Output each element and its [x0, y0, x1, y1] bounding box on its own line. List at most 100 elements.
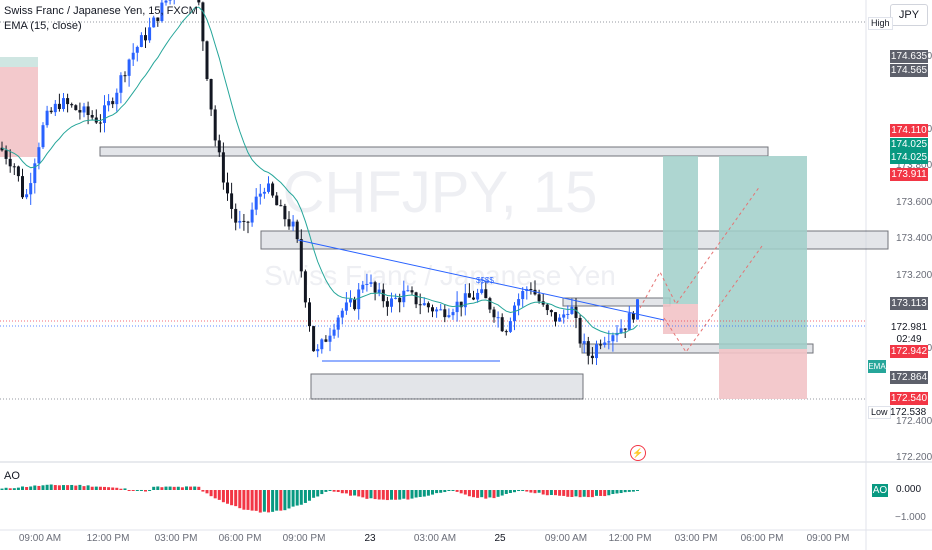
candle-body [570, 306, 574, 314]
ao-bar [172, 486, 176, 490]
candle-body [53, 103, 57, 113]
ao-bar [324, 490, 328, 492]
ao-bar [8, 488, 12, 490]
candle-body [381, 289, 385, 302]
ao-bar [578, 490, 582, 498]
ao-bar [353, 490, 357, 496]
candle-body [107, 101, 111, 106]
candle-body [636, 299, 639, 320]
projection-path-2 [663, 245, 763, 353]
candle-body [217, 140, 221, 153]
ao-bar [160, 487, 164, 490]
ao-bar [476, 490, 480, 498]
candle-body [209, 79, 213, 110]
ao-bar [213, 490, 217, 499]
currency-button[interactable]: JPY [890, 4, 928, 26]
price-tick: 173.800 [896, 160, 932, 171]
candle-body [340, 310, 344, 318]
watermark-ticker: CHFJPY, 15 [283, 160, 598, 225]
ao-bar [631, 490, 635, 492]
price-tag: 174.565 [890, 64, 928, 77]
ao-bar [312, 490, 316, 498]
ao-bar [246, 490, 250, 510]
ao-bar [525, 490, 529, 492]
candle-body [439, 309, 443, 311]
ao-bar [176, 486, 180, 490]
candle-body [37, 147, 41, 164]
ao-bar [513, 490, 516, 493]
ao-bar [21, 486, 24, 490]
candle-body [554, 312, 557, 322]
ao-bar [291, 490, 295, 507]
candle-body [168, 0, 172, 1]
ao-bar [590, 490, 594, 498]
candle-body [521, 290, 525, 300]
ao-bar [127, 490, 131, 491]
candle-body [160, 2, 164, 21]
ao-bar [455, 490, 459, 492]
time-tick: 06:00 PM [218, 533, 262, 544]
price-tick: 172.200 [896, 452, 932, 463]
candle-body [316, 349, 320, 352]
ao-bar [340, 490, 344, 494]
candle-body [435, 309, 439, 312]
symbol-legend[interactable]: Swiss Franc / Japanese Yen, 15, FXCM [4, 5, 198, 17]
ao-bar [517, 490, 521, 492]
zone-box-4 [310, 373, 584, 400]
alert-icon[interactable]: ⚡ [630, 445, 646, 461]
candle-body [459, 301, 463, 308]
candle-body [627, 313, 631, 330]
candle-body [234, 208, 238, 223]
ao-bar [78, 484, 82, 490]
ao-bar [33, 485, 37, 490]
ao-bar [164, 486, 168, 490]
candle-body [8, 158, 12, 167]
price-tag: 174.025 [890, 138, 928, 151]
candle-body [582, 341, 586, 344]
time-tick: 23 [364, 533, 376, 544]
ao-bar [443, 490, 447, 493]
ao-bar [66, 485, 70, 490]
ao-bar [70, 484, 74, 490]
candle-body [127, 59, 131, 76]
ao-bar [332, 490, 336, 492]
candle-body [476, 292, 480, 300]
ao-bar [250, 490, 254, 511]
ao-bar [369, 490, 373, 499]
price-tag: 174.635 [890, 50, 928, 63]
candle-body [62, 98, 65, 109]
ao-bar [303, 490, 307, 503]
candle-body [41, 125, 45, 148]
candle-body [508, 321, 512, 332]
ao-bar [185, 486, 188, 490]
candle-body [205, 41, 209, 80]
ao-label[interactable]: AO [4, 470, 20, 482]
ao-bar [275, 490, 279, 511]
ao-bar [582, 490, 586, 497]
ao-bar [615, 490, 619, 494]
candle-body [607, 341, 611, 343]
candle-body [90, 115, 94, 118]
candle-body [631, 313, 635, 320]
candle-body [595, 344, 598, 359]
ao-bar [62, 485, 65, 490]
ao-bar [226, 490, 229, 504]
ao-bar [299, 490, 303, 505]
ema-legend[interactable]: EMA (15, close) [4, 20, 82, 32]
ao-bar [390, 490, 393, 500]
time-tick: 09:00 AM [18, 533, 62, 544]
ao-bar [115, 487, 119, 490]
candle-body [70, 104, 74, 106]
ao-bar [242, 490, 246, 510]
candle-body [57, 103, 61, 109]
candle-body [275, 195, 279, 206]
ao-bar [426, 490, 430, 496]
ao-bar [74, 485, 78, 490]
time-tick: 09:00 PM [806, 533, 850, 544]
time-tick: 06:00 PM [740, 533, 784, 544]
candle-body [283, 205, 287, 220]
ao-bar [431, 490, 434, 495]
ao-bar [156, 486, 160, 490]
candle-body [21, 176, 24, 198]
